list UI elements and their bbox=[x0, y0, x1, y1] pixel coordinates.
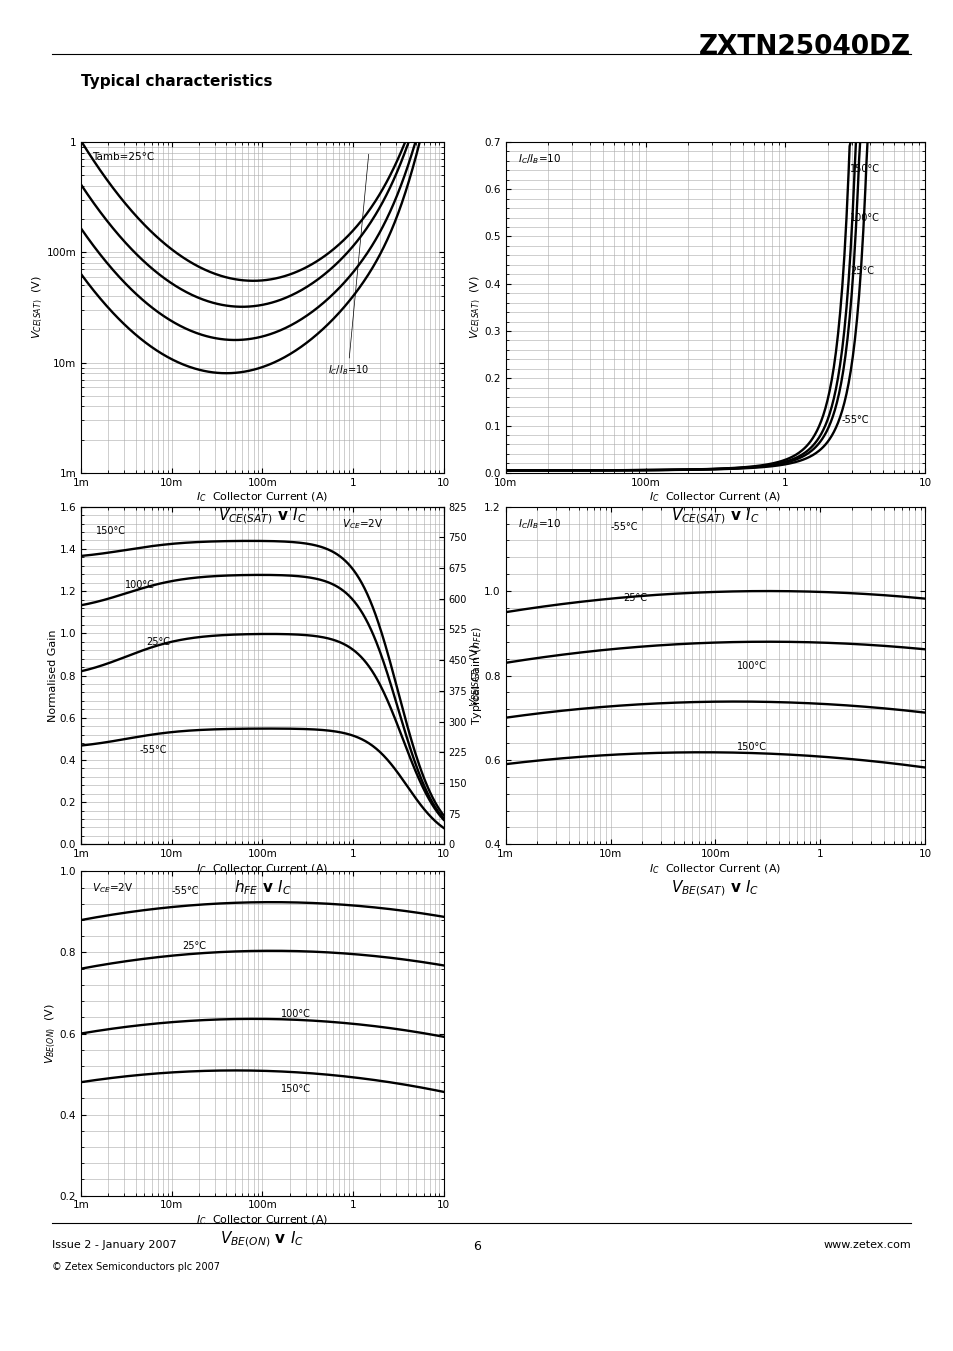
Text: -55°C: -55°C bbox=[841, 415, 868, 426]
Y-axis label: $V_{CE(SAT)}$  (V): $V_{CE(SAT)}$ (V) bbox=[468, 276, 482, 339]
Text: 25°C: 25°C bbox=[622, 593, 646, 603]
X-axis label: $I_C$  Collector Current (A): $I_C$ Collector Current (A) bbox=[649, 490, 781, 504]
Text: Typical characteristics: Typical characteristics bbox=[81, 74, 273, 89]
Text: $I_C/I_B$=10: $I_C/I_B$=10 bbox=[517, 151, 561, 166]
Text: 100°C: 100°C bbox=[736, 661, 765, 670]
Text: $V_{BE(ON)}$ v $I_C$: $V_{BE(ON)}$ v $I_C$ bbox=[220, 1229, 304, 1250]
Text: 25°C: 25°C bbox=[849, 266, 873, 276]
Y-axis label: $V_{CE(SAT)}$  (V): $V_{CE(SAT)}$ (V) bbox=[30, 276, 45, 339]
Y-axis label: Normalised Gain: Normalised Gain bbox=[49, 630, 58, 721]
Text: ZXTN25040DZ: ZXTN25040DZ bbox=[699, 34, 910, 59]
Text: © Zetex Semiconductors plc 2007: © Zetex Semiconductors plc 2007 bbox=[52, 1262, 220, 1271]
Text: Issue 2 - January 2007: Issue 2 - January 2007 bbox=[52, 1240, 177, 1250]
Text: 150°C: 150°C bbox=[849, 163, 879, 174]
Text: $V_{CE(SAT)}$ v $I_C$: $V_{CE(SAT)}$ v $I_C$ bbox=[671, 507, 759, 527]
Text: 25°C: 25°C bbox=[182, 942, 207, 951]
Text: Tamb=25°C: Tamb=25°C bbox=[91, 151, 154, 162]
Text: $V_{CE}$=2V: $V_{CE}$=2V bbox=[91, 881, 133, 894]
X-axis label: $I_C$  Collector Current (A): $I_C$ Collector Current (A) bbox=[196, 490, 328, 504]
X-axis label: $I_C$  Collector Current (A): $I_C$ Collector Current (A) bbox=[196, 1213, 328, 1227]
Text: $I_C/I_B$=10: $I_C/I_B$=10 bbox=[327, 154, 368, 377]
X-axis label: $I_C$  Collector Current (A): $I_C$ Collector Current (A) bbox=[649, 862, 781, 875]
Text: 100°C: 100°C bbox=[280, 1009, 310, 1019]
Text: $V_{CE(SAT)}$ v $I_C$: $V_{CE(SAT)}$ v $I_C$ bbox=[218, 507, 306, 527]
Text: $V_{CE}$=2V: $V_{CE}$=2V bbox=[342, 516, 383, 531]
Text: -55°C: -55°C bbox=[172, 886, 199, 896]
Text: 100°C: 100°C bbox=[849, 213, 879, 223]
Text: $V_{BE(SAT)}$ v $I_C$: $V_{BE(SAT)}$ v $I_C$ bbox=[671, 878, 759, 898]
Text: 150°C: 150°C bbox=[95, 526, 126, 535]
Y-axis label: $V_{BE(ON)}$  (V): $V_{BE(ON)}$ (V) bbox=[44, 1004, 58, 1063]
Text: www.zetex.com: www.zetex.com bbox=[822, 1240, 910, 1250]
Text: $h_{FE}$ v $I_C$: $h_{FE}$ v $I_C$ bbox=[233, 878, 291, 897]
Text: -55°C: -55°C bbox=[139, 746, 167, 755]
Text: $I_C/I_B$=10: $I_C/I_B$=10 bbox=[517, 516, 561, 531]
X-axis label: $I_C$  Collector Current (A): $I_C$ Collector Current (A) bbox=[196, 862, 328, 875]
Text: 150°C: 150°C bbox=[736, 742, 765, 751]
Y-axis label: Typical Gain ($h_{FE}$): Typical Gain ($h_{FE}$) bbox=[470, 626, 483, 725]
Y-axis label: $V_{BE(SAT)}$  (V): $V_{BE(SAT)}$ (V) bbox=[468, 643, 482, 708]
Text: 100°C: 100°C bbox=[125, 580, 154, 589]
Text: 6: 6 bbox=[473, 1240, 480, 1254]
Text: -55°C: -55°C bbox=[610, 523, 638, 532]
Text: 25°C: 25°C bbox=[146, 638, 171, 647]
Text: 150°C: 150°C bbox=[280, 1084, 310, 1094]
